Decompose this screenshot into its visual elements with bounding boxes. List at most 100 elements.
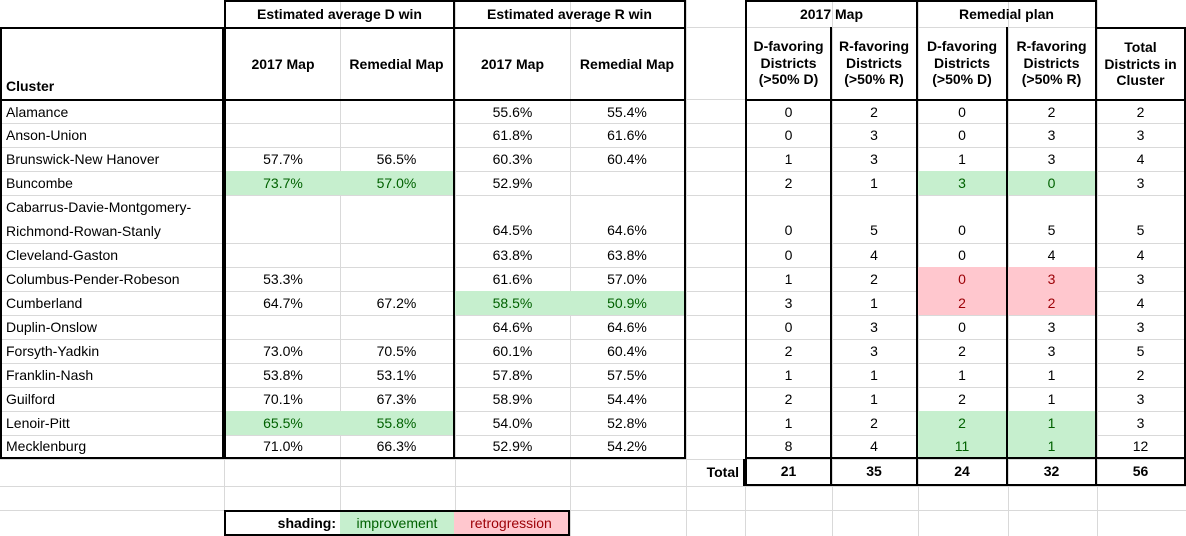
cell-drem[interactable] bbox=[340, 123, 455, 147]
cluster-name-cell[interactable]: Cabarrus-Davie-Montgomery- Richmond-Rowan… bbox=[0, 195, 224, 243]
total-d17[interactable]: 21 bbox=[745, 459, 832, 486]
cell-drem[interactable] bbox=[340, 267, 455, 291]
cell-total[interactable]: 3 bbox=[1097, 315, 1186, 339]
cell-rrem[interactable]: 50.9% bbox=[570, 291, 686, 315]
cell-dplan[interactable]: 3 bbox=[918, 171, 1008, 195]
cluster-name-cell[interactable]: Buncombe bbox=[0, 171, 224, 195]
cell-drem[interactable] bbox=[340, 315, 455, 339]
cell-d17[interactable]: 2 bbox=[745, 171, 832, 195]
legend-retrogression[interactable]: retrogression bbox=[454, 510, 570, 536]
cell-r17[interactable]: 5 bbox=[832, 195, 918, 243]
cell-d2017[interactable]: 64.7% bbox=[224, 291, 340, 315]
cell-d17[interactable]: 2 bbox=[745, 339, 832, 363]
cell-d17[interactable]: 0 bbox=[745, 243, 832, 267]
cell-r2017[interactable]: 57.8% bbox=[492, 366, 533, 383]
cell-d2017[interactable]: 65.5% bbox=[224, 411, 340, 435]
cell-dplan[interactable]: 0 bbox=[918, 123, 1008, 147]
cell-rplan[interactable]: 2 bbox=[1008, 99, 1097, 123]
cell-dplan[interactable]: 1 bbox=[918, 363, 1008, 387]
cell-d2017[interactable]: 57.7% bbox=[224, 147, 340, 171]
cell-d2017[interactable]: 71.0% bbox=[224, 435, 340, 459]
cell-dplan[interactable]: 11 bbox=[918, 435, 1008, 459]
cell-dplan[interactable]: 2 bbox=[918, 411, 1008, 435]
cell-rplan[interactable]: 3 bbox=[1008, 339, 1097, 363]
cell-d17[interactable]: 1 bbox=[745, 147, 832, 171]
cell-r2017[interactable]: 61.8% bbox=[492, 126, 533, 143]
cell-r2017[interactable]: 64.6% bbox=[492, 318, 533, 335]
cluster-name-cell[interactable]: Duplin-Onslow bbox=[0, 315, 224, 339]
cluster-name-cell[interactable]: Franklin-Nash bbox=[0, 363, 224, 387]
cell-r17[interactable]: 3 bbox=[832, 339, 918, 363]
cell-total[interactable]: 3 bbox=[1097, 171, 1186, 195]
cell-rrem[interactable]: 61.6% bbox=[570, 123, 686, 147]
cell-dplan[interactable]: 0 bbox=[918, 243, 1008, 267]
cell-drem[interactable]: 56.5% bbox=[340, 147, 455, 171]
cell-d17[interactable]: 0 bbox=[745, 315, 832, 339]
cell-rplan[interactable]: 4 bbox=[1008, 243, 1097, 267]
total-r17[interactable]: 35 bbox=[832, 459, 918, 486]
header-r-2017[interactable]: 2017 Map bbox=[455, 27, 570, 99]
cell-rplan[interactable]: 3 bbox=[1008, 267, 1097, 291]
cluster-name-cell[interactable]: Guilford bbox=[0, 387, 224, 411]
cell-d17[interactable]: 8 bbox=[745, 435, 832, 459]
header-d-favoring-2017[interactable]: D-favoring Districts (>50% D) bbox=[745, 27, 832, 99]
header-r-win[interactable]: Estimated average R win bbox=[455, 0, 686, 27]
header-total-districts[interactable]: Total Districts in Cluster bbox=[1097, 27, 1186, 99]
cell-rrem[interactable]: 54.4% bbox=[570, 387, 686, 411]
cell-d2017[interactable]: 53.3% bbox=[224, 267, 340, 291]
cell-r17[interactable]: 2 bbox=[832, 267, 918, 291]
cluster-name-cell[interactable]: Cumberland bbox=[0, 291, 224, 315]
cluster-name-cell[interactable]: Alamance bbox=[0, 99, 224, 123]
cell-rplan[interactable]: 1 bbox=[1008, 387, 1097, 411]
cluster-name-cell[interactable]: Forsyth-Yadkin bbox=[0, 339, 224, 363]
header-cluster[interactable]: Cluster bbox=[0, 27, 224, 99]
cell-r2017[interactable]: 64.5% bbox=[492, 222, 533, 239]
cell-d17[interactable]: 1 bbox=[745, 411, 832, 435]
cell-rplan[interactable]: 3 bbox=[1008, 123, 1097, 147]
cell-drem[interactable]: 66.3% bbox=[340, 435, 455, 459]
cell-r17[interactable]: 4 bbox=[832, 243, 918, 267]
cell-rrem[interactable]: 55.4% bbox=[570, 99, 686, 123]
header-r-remedial[interactable]: Remedial Map bbox=[570, 27, 686, 99]
cluster-name-cell[interactable]: Cleveland-Gaston bbox=[0, 243, 224, 267]
cell-r17[interactable]: 2 bbox=[832, 411, 918, 435]
cell-d2017[interactable]: 73.7% bbox=[224, 171, 340, 195]
cluster-name-cell[interactable]: Lenoir-Pitt bbox=[0, 411, 224, 435]
total-rplan[interactable]: 32 bbox=[1008, 459, 1097, 486]
cell-total[interactable]: 4 bbox=[1097, 291, 1186, 315]
cell-drem[interactable]: 53.1% bbox=[340, 363, 455, 387]
cell-d2017[interactable] bbox=[224, 243, 340, 267]
cell-r2017[interactable]: 63.8% bbox=[492, 246, 533, 263]
cell-rrem[interactable]: 57.5% bbox=[570, 363, 686, 387]
cell-drem[interactable]: 57.0% bbox=[340, 171, 455, 195]
cell-dplan[interactable]: 0 bbox=[918, 267, 1008, 291]
cell-r2017[interactable]: 54.0% bbox=[492, 414, 533, 431]
cell-d2017[interactable]: 73.0% bbox=[224, 339, 340, 363]
header-d-favoring-remedial[interactable]: D-favoring Districts (>50% D) bbox=[918, 27, 1008, 99]
cell-d17[interactable]: 2 bbox=[745, 387, 832, 411]
cell-rrem[interactable]: 64.6% bbox=[570, 195, 686, 243]
cell-d2017[interactable] bbox=[224, 195, 340, 243]
cell-drem[interactable]: 70.5% bbox=[340, 339, 455, 363]
cell-total[interactable]: 4 bbox=[1097, 147, 1186, 171]
cell-r17[interactable]: 3 bbox=[832, 315, 918, 339]
cell-r2017[interactable]: 52.9% bbox=[455, 435, 570, 459]
cell-rplan[interactable]: 1 bbox=[1008, 435, 1097, 459]
cluster-name-cell[interactable]: Brunswick-New Hanover bbox=[0, 147, 224, 171]
cell-d17[interactable]: 0 bbox=[745, 99, 832, 123]
cell-d17[interactable]: 3 bbox=[745, 291, 832, 315]
header-d-win[interactable]: Estimated average D win bbox=[224, 0, 455, 27]
cell-dplan[interactable]: 0 bbox=[918, 315, 1008, 339]
cell-rrem[interactable]: 60.4% bbox=[570, 147, 686, 171]
header-r-favoring-remedial[interactable]: R-favoring Districts (>50% R) bbox=[1008, 27, 1097, 99]
cell-d2017[interactable]: 70.1% bbox=[224, 387, 340, 411]
cell-drem[interactable] bbox=[340, 99, 455, 123]
header-d-remedial[interactable]: Remedial Map bbox=[340, 27, 455, 99]
cell-r17[interactable]: 1 bbox=[832, 387, 918, 411]
cluster-name-cell[interactable]: Anson-Union bbox=[0, 123, 224, 147]
cell-d17[interactable]: 0 bbox=[745, 123, 832, 147]
cell-r17[interactable]: 3 bbox=[832, 123, 918, 147]
cell-r17[interactable]: 1 bbox=[832, 291, 918, 315]
cell-total[interactable]: 3 bbox=[1097, 267, 1186, 291]
